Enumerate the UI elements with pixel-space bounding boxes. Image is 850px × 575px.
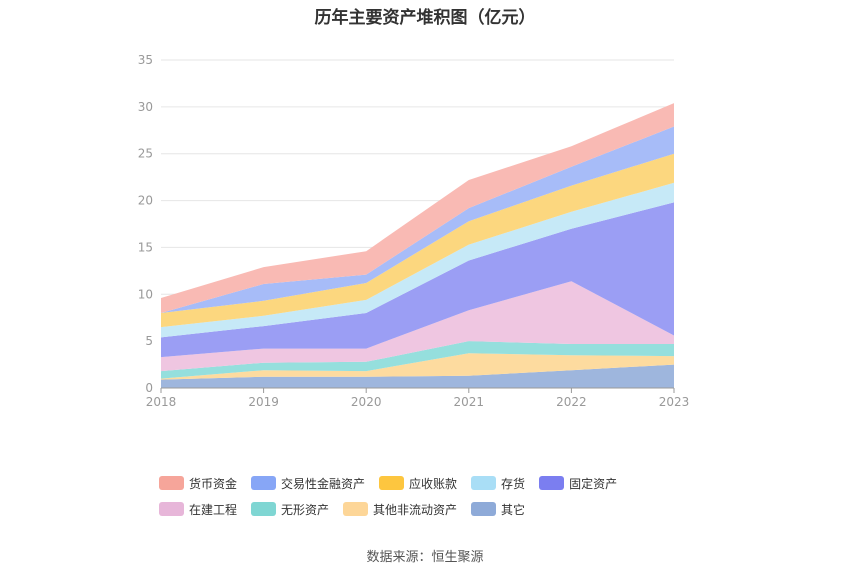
legend-item[interactable]: 应收账款 [379, 473, 457, 493]
legend-swatch [379, 476, 405, 490]
axes: 0 5 10 15 20 25 30 35 2018 2019 2020 2021 2022 2023 [138, 53, 690, 409]
legend-label: 固定资产 [569, 476, 618, 491]
legend-swatch [471, 502, 497, 516]
y-tick-label: 35 [138, 53, 153, 67]
legend-swatch [159, 476, 184, 490]
legend-label: 存货 [501, 476, 526, 491]
legend-swatch [159, 502, 184, 516]
legend-label: 无形资产 [281, 502, 330, 517]
area-series-4 [161, 202, 674, 358]
area-series [161, 103, 674, 388]
legend-item[interactable]: 货币资金 [159, 473, 237, 493]
legend-item[interactable]: 交易性金融资产 [251, 473, 365, 493]
legend-item[interactable]: 在建工程 [159, 499, 237, 519]
y-tick-label: 20 [138, 194, 153, 208]
y-tick-label: 30 [138, 100, 153, 114]
legend-item[interactable]: 存货 [471, 473, 525, 493]
area-series-6 [161, 153, 674, 328]
legend-swatch [471, 476, 497, 490]
area-series-8 [161, 103, 674, 313]
y-tick-label: 10 [138, 287, 153, 301]
legend: 货币资金 交易性金融资产 应收账款 存货 固定资产在建工程 无形资产 其他非流动资产 其它 [159, 473, 719, 519]
x-tick-label: 2023 [659, 395, 690, 409]
legend-label: 应收账款 [409, 476, 458, 491]
legend-label: 货币资金 [189, 476, 238, 491]
y-tick-label: 5 [145, 334, 153, 348]
data-source: 数据来源：恒生聚源 [366, 550, 484, 565]
legend-swatch [251, 502, 277, 516]
legend-label: 在建工程 [189, 502, 238, 517]
x-tick-label: 2020 [351, 395, 382, 409]
chart-title: 历年主要资产堆积图（亿元） [314, 8, 536, 28]
area-series-3 [161, 281, 674, 372]
y-tick-label: 25 [138, 147, 153, 161]
x-tick-label: 2019 [248, 395, 279, 409]
area-series-2 [161, 341, 674, 379]
legend-item[interactable]: 固定资产 [539, 473, 617, 493]
x-tick-label: 2018 [146, 395, 177, 409]
area-series-5 [161, 182, 674, 338]
x-tick-label: 2022 [556, 395, 587, 409]
legend-label: 交易性金融资产 [281, 476, 366, 491]
y-tick-label: 0 [145, 381, 153, 395]
x-tick-label: 2021 [454, 395, 485, 409]
y-tick-label: 15 [138, 240, 153, 254]
legend-item[interactable]: 其他非流动资产 [343, 499, 457, 519]
legend-label: 其他非流动资产 [373, 502, 458, 517]
legend-item[interactable]: 其它 [471, 499, 525, 519]
area-series-1 [161, 353, 674, 380]
legend-swatch [539, 476, 565, 490]
legend-label: 其它 [501, 502, 526, 517]
legend-swatch [251, 476, 277, 490]
legend-item[interactable]: 无形资产 [251, 499, 329, 519]
legend-swatch [343, 502, 369, 516]
